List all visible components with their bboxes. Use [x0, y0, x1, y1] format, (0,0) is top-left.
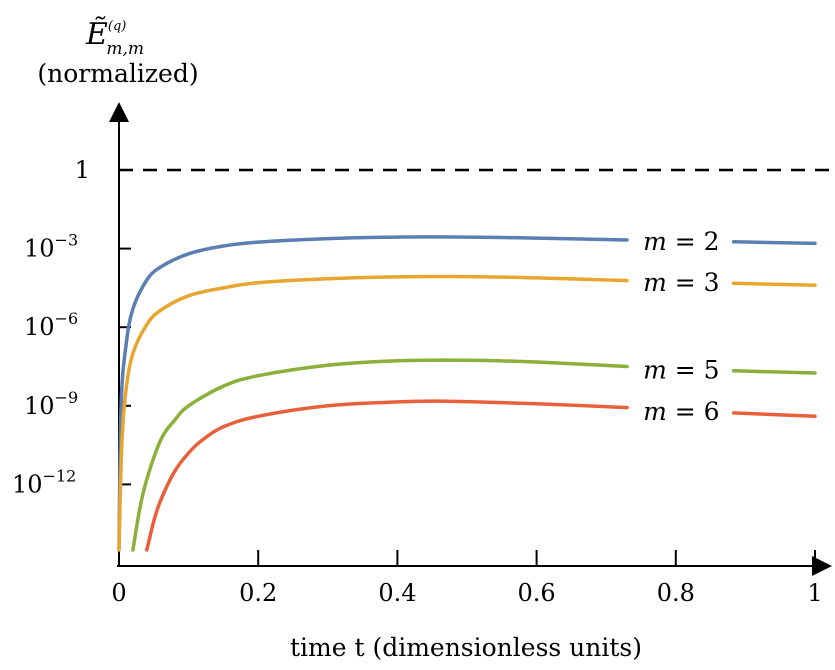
series-label-m5: m = 5	[643, 355, 719, 384]
x-tick-label: 1	[807, 579, 822, 607]
y-tick-label: 10−6	[24, 309, 78, 341]
y-axis-label-note: (normalized)	[37, 59, 198, 88]
y-tick-label: 10−3	[24, 231, 78, 263]
series-label-m3: m = 3	[643, 268, 719, 297]
x-axis-label: time t (dimensionless units)	[290, 633, 642, 662]
series-line-m6	[145, 399, 629, 552]
y-tick-label: 1	[75, 156, 90, 184]
series-line-m5-tail	[731, 369, 817, 375]
series-line-m5	[131, 358, 629, 552]
y-tick-label: 10−9	[24, 388, 78, 420]
plot-area: 1 10−3 10−6 10−9 10−12 0 0.2 0.4 0.6 0.8 1 m = 2 m =…	[12, 102, 832, 607]
y-axis-label: Ẽ(q) m,m	[85, 16, 144, 59]
series-line-m3	[117, 274, 629, 552]
series-line-m3-tail	[731, 281, 817, 288]
series-line-m2-tail	[731, 240, 817, 246]
y-tick-label: 10−12	[12, 466, 76, 498]
series-line-m2	[117, 235, 629, 552]
series-label-m6: m = 6	[643, 397, 719, 426]
x-tick-label: 0.8	[657, 579, 695, 607]
x-tick-label: 0.2	[239, 579, 277, 607]
x-tick-label: 0	[111, 579, 126, 607]
series-label-m2: m = 2	[643, 227, 719, 256]
x-tick-label: 0.4	[378, 579, 416, 607]
series-line-m6-tail	[731, 411, 817, 419]
x-tick-label: 0.6	[518, 579, 556, 607]
